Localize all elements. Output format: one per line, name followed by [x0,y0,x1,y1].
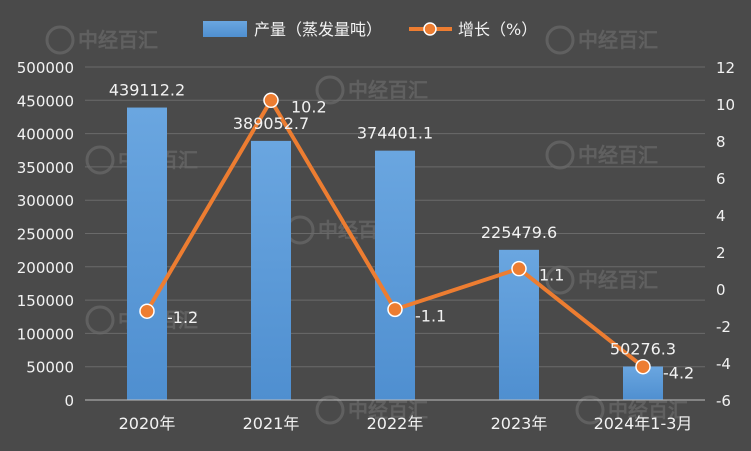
watermark: 中经百汇 [545,265,658,295]
legend-line-marker [423,22,437,36]
bar-value-label: 225479.6 [481,223,557,242]
line-value-label: -1.1 [415,306,446,325]
bar-value-label: 50276.3 [610,340,676,359]
x-axis-tick-label: 2021年 [243,414,300,433]
left-axis-tick-label: 50000 [26,359,74,377]
watermark-text: 中经百汇 [578,143,658,167]
x-axis-tick-label: 2023年 [491,414,548,433]
bar [127,107,167,401]
watermark: 中经百汇 [315,395,428,425]
watermark-text: 中经百汇 [78,28,158,52]
legend-bar-label: 产量（蒸发量吨） [254,20,382,39]
data-labels: 439112.2 389052.7 374401.1 225479.6 50276.3 -… [109,81,694,383]
right-axis-tick-label: 10 [716,96,735,114]
right-axis-tick-label: 6 [716,170,726,188]
line-series [139,92,651,375]
left-axis-tick-label: 500000 [17,59,74,77]
x-axis-tick-label: 2024年1-3月 [594,414,693,433]
line-point [635,358,651,375]
line-value-label: 1.1 [539,266,564,285]
right-axis-tick-label: -2 [716,318,731,336]
watermark-text: 中经百汇 [608,398,688,422]
watermark-logo-icon [315,75,345,105]
watermark-logo-icon [545,25,575,55]
watermark: 中经百汇 [545,140,658,170]
bar-value-label: 389052.7 [233,114,309,133]
right-axis-tick-label: 0 [716,281,726,299]
watermark-logo-icon [545,140,575,170]
watermark-logo-icon [45,25,75,55]
line-point [511,260,527,277]
watermark-text: 中经百汇 [578,268,658,292]
right-axis-tick-label: 12 [716,59,735,77]
x-axis-tick-label: 2022年 [367,414,424,433]
x-axis: 2020年 2021年 2022年 2023年 2024年1-3月 [85,399,705,433]
line-value-label: -1.2 [167,308,198,327]
line-value-label: -4.2 [663,364,694,383]
watermark: 中经百汇 [315,75,428,105]
right-axis-tick-label: -6 [716,392,731,410]
watermark: 中经百汇 [45,25,158,55]
left-axis-tick-label: 300000 [17,192,74,210]
watermark: 中经百汇 [545,25,658,55]
left-axis-tick-label: 200000 [17,259,74,277]
left-axis-tick-label: 350000 [17,159,74,177]
right-axis-tick-label: -4 [716,355,731,373]
bar [251,140,291,400]
watermark-logo-icon [85,145,115,175]
line-point [387,301,403,318]
right-y-axis: -6 -4 -2 0 2 4 6 8 10 12 [716,59,735,410]
line-point [263,92,279,109]
right-axis-tick-label: 2 [716,244,726,262]
bar-value-label: 439112.2 [109,81,185,100]
x-axis-tick-label: 2020年 [119,414,176,433]
left-axis-tick-label: 400000 [17,126,74,144]
legend-bar-swatch [203,21,247,37]
watermark-text: 中经百汇 [578,28,658,52]
watermark-text: 中经百汇 [348,398,428,422]
legend: 产量（蒸发量吨） 增长（%） [203,20,537,39]
left-axis-tick-label: 250000 [17,226,74,244]
right-axis-tick-label: 8 [716,133,726,151]
left-axis-tick-label: 450000 [17,92,74,110]
left-y-axis: 0 50000 100000 150000 200000 250000 300000 3500… [17,59,74,410]
left-axis-tick-label: 100000 [17,325,74,343]
legend-line-label: 增长（%） [458,20,537,39]
left-axis-tick-label: 0 [64,392,74,410]
watermark-logo-icon [575,395,605,425]
line-point [139,303,155,319]
bar-value-label: 374401.1 [357,124,433,143]
left-axis-tick-label: 150000 [17,292,74,310]
watermark-text: 中经百汇 [348,78,428,102]
watermark-logo-icon [85,305,115,335]
bar [375,150,415,400]
right-axis-tick-label: 4 [716,207,726,225]
line-value-label: 10.2 [291,97,327,116]
bar-series [127,107,663,401]
watermark: 中经百汇 [575,395,688,425]
watermark-logo-icon [315,395,345,425]
